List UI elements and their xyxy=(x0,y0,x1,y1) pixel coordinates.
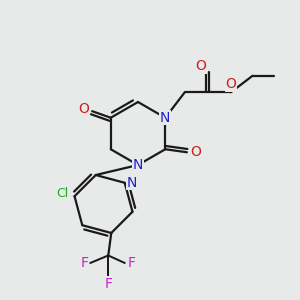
Text: N: N xyxy=(133,158,143,172)
Text: F: F xyxy=(128,256,135,270)
Text: F: F xyxy=(104,277,112,291)
Text: O: O xyxy=(190,145,201,159)
Text: N: N xyxy=(127,176,137,190)
Text: O: O xyxy=(196,59,206,73)
Text: F: F xyxy=(80,256,88,270)
Text: O: O xyxy=(78,102,89,116)
Text: O: O xyxy=(226,77,236,91)
Text: N: N xyxy=(160,111,170,125)
Text: Cl: Cl xyxy=(56,187,68,200)
